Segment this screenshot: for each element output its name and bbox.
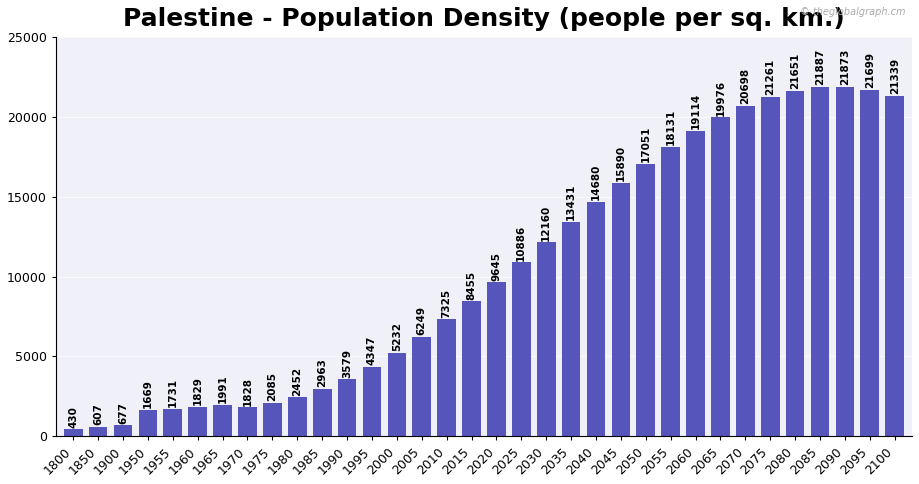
Bar: [188, 407, 207, 436]
Text: 8455: 8455: [467, 271, 477, 300]
Text: 13431: 13431: [566, 184, 576, 220]
Text: 1828: 1828: [243, 377, 253, 406]
Bar: [487, 282, 505, 436]
Text: 2963: 2963: [317, 359, 327, 387]
Bar: [736, 106, 754, 436]
Bar: [312, 389, 332, 436]
Bar: [586, 202, 606, 436]
Text: 10886: 10886: [516, 225, 527, 261]
Title: Palestine - Population Density (people per sq. km.): Palestine - Population Density (people p…: [123, 7, 845, 31]
Text: 6249: 6249: [416, 306, 426, 335]
Bar: [288, 397, 307, 436]
Text: 21261: 21261: [766, 59, 776, 95]
Bar: [711, 117, 730, 436]
Bar: [363, 367, 381, 436]
Bar: [139, 409, 157, 436]
Text: © theglobalgraph.cm: © theglobalgraph.cm: [800, 7, 905, 17]
Text: 3579: 3579: [342, 348, 352, 378]
Bar: [611, 182, 630, 436]
Text: 1991: 1991: [218, 374, 228, 403]
Text: 2452: 2452: [292, 366, 302, 395]
Text: 7325: 7325: [442, 288, 451, 318]
Text: 607: 607: [93, 403, 103, 425]
Bar: [686, 131, 705, 436]
Text: 9645: 9645: [492, 252, 502, 281]
Bar: [885, 95, 904, 436]
Text: 21887: 21887: [815, 49, 825, 85]
Text: 21699: 21699: [865, 52, 875, 88]
Text: 18131: 18131: [665, 109, 675, 145]
Bar: [512, 262, 530, 436]
Text: 1731: 1731: [168, 378, 178, 407]
Bar: [89, 426, 108, 436]
Bar: [164, 408, 182, 436]
Bar: [562, 222, 581, 436]
Text: 4347: 4347: [367, 336, 377, 365]
Bar: [114, 425, 132, 436]
Text: 21339: 21339: [890, 58, 900, 94]
Text: 1829: 1829: [193, 377, 203, 406]
Bar: [337, 379, 357, 436]
Bar: [811, 87, 829, 436]
Text: 430: 430: [68, 406, 78, 428]
Bar: [662, 147, 680, 436]
Bar: [761, 97, 779, 436]
Text: 1669: 1669: [143, 379, 153, 408]
Text: 15890: 15890: [616, 145, 626, 181]
Text: 21651: 21651: [790, 53, 800, 89]
Bar: [636, 164, 655, 436]
Text: 12160: 12160: [541, 204, 551, 241]
Bar: [537, 242, 555, 436]
Bar: [388, 353, 406, 436]
Bar: [437, 319, 456, 436]
Bar: [213, 405, 232, 436]
Text: 2085: 2085: [267, 372, 278, 401]
Bar: [835, 87, 854, 436]
Bar: [64, 429, 83, 436]
Text: 19976: 19976: [715, 79, 725, 116]
Bar: [860, 90, 879, 436]
Text: 14680: 14680: [591, 164, 601, 200]
Text: 19114: 19114: [690, 93, 700, 129]
Bar: [786, 91, 804, 436]
Bar: [263, 403, 282, 436]
Text: 20698: 20698: [741, 68, 750, 104]
Text: 677: 677: [118, 402, 128, 424]
Bar: [238, 407, 256, 436]
Text: 17051: 17051: [641, 126, 651, 163]
Text: 21873: 21873: [840, 49, 850, 85]
Bar: [413, 336, 431, 436]
Bar: [462, 301, 481, 436]
Text: 5232: 5232: [391, 322, 402, 351]
